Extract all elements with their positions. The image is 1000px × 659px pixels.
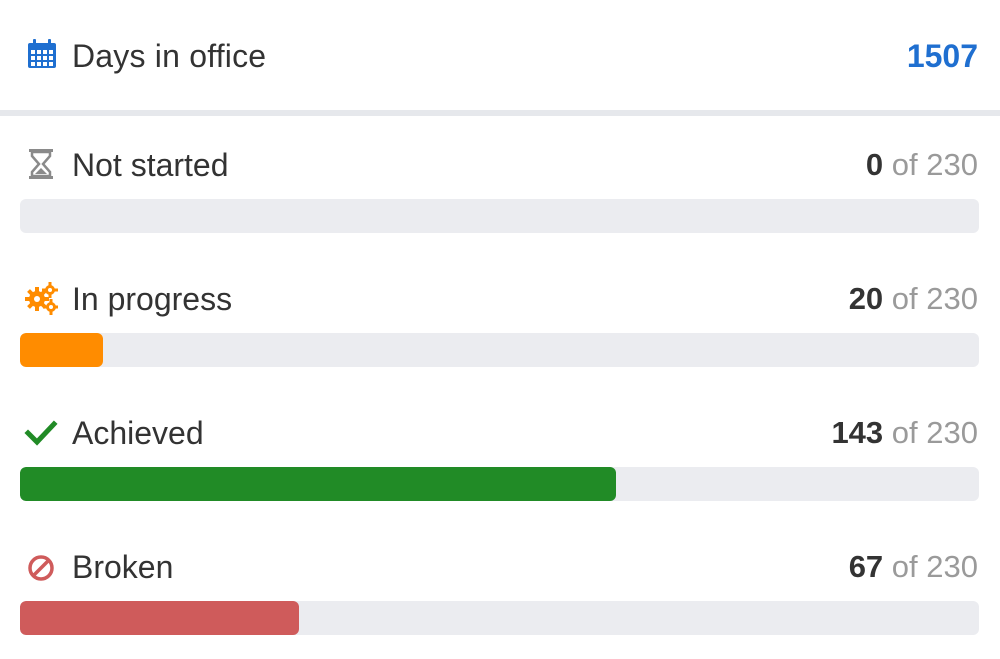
section-divider — [0, 110, 1000, 116]
stat-label: In progress — [72, 281, 233, 317]
gears-icon — [25, 282, 58, 315]
stat-in-progress: In progress 20 of 230 — [0, 279, 1000, 379]
stat-count: 67 of 230 — [848, 549, 978, 584]
progress-track — [20, 601, 979, 635]
stat-count: 20 of 230 — [848, 281, 978, 316]
checkmark-icon — [24, 420, 58, 446]
stat-label: Broken — [72, 549, 174, 585]
days-in-office-row: Days in office 1507 — [0, 0, 1000, 110]
calendar-icon — [28, 39, 56, 68]
stat-count: 0 of 230 — [865, 147, 978, 182]
progress-fill — [20, 467, 617, 501]
stat-not-started: Not started 0 of 230 — [0, 145, 1000, 245]
progress-fill — [20, 333, 104, 367]
stat-achieved: Achieved 143 of 230 — [0, 413, 1000, 513]
prohibited-icon — [28, 555, 54, 581]
hourglass-icon — [29, 149, 53, 179]
days-in-office-label: Days in office — [72, 38, 267, 74]
progress-track — [20, 467, 979, 501]
stat-count: 143 of 230 — [831, 415, 978, 450]
stat-label: Not started — [72, 147, 229, 183]
stat-label: Achieved — [72, 415, 204, 451]
stat-broken: Broken 67 of 230 — [0, 547, 1000, 647]
days-in-office-value: 1507 — [906, 38, 978, 74]
progress-track — [20, 199, 979, 233]
progress-fill — [20, 601, 300, 635]
progress-track — [20, 333, 979, 367]
